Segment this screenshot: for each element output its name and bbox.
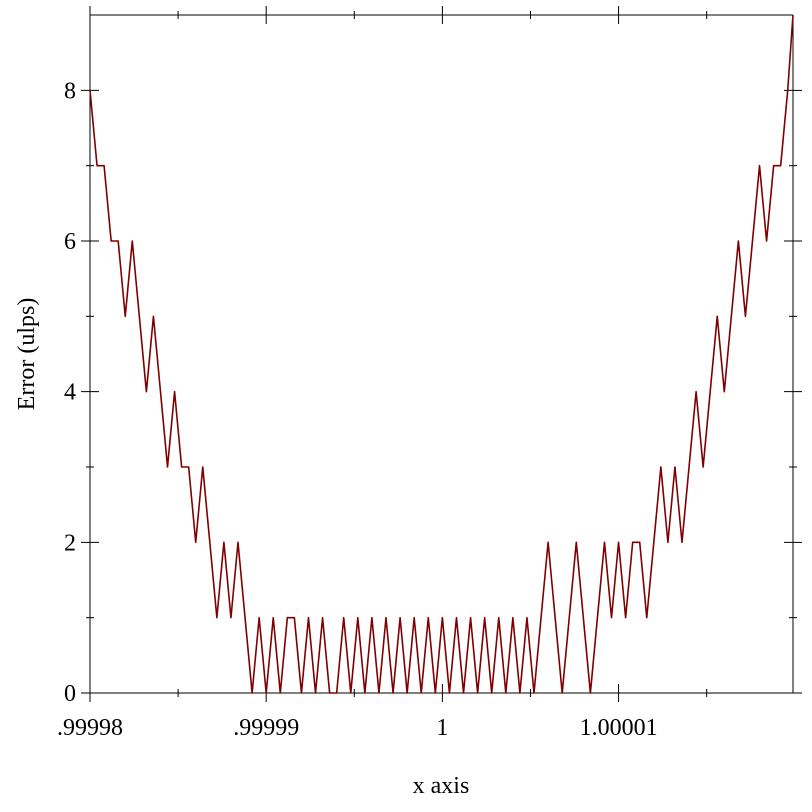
x-tick-label: .99998 <box>57 715 123 741</box>
data-line <box>89 14 794 694</box>
y-tick-label: 2 <box>64 530 76 556</box>
y-tick-label: 4 <box>64 380 76 406</box>
y-tick-label: 6 <box>64 229 76 255</box>
y-axis-label: Error (ulps) <box>14 298 40 411</box>
x-tick-label: 1.00001 <box>580 715 658 741</box>
x-axis-label: x axis <box>413 773 470 799</box>
x-tick-label: .99999 <box>233 715 299 741</box>
y-tick-label: 8 <box>64 78 76 104</box>
x-tick-label: 1 <box>436 715 448 741</box>
y-tick-label: 0 <box>64 681 76 707</box>
